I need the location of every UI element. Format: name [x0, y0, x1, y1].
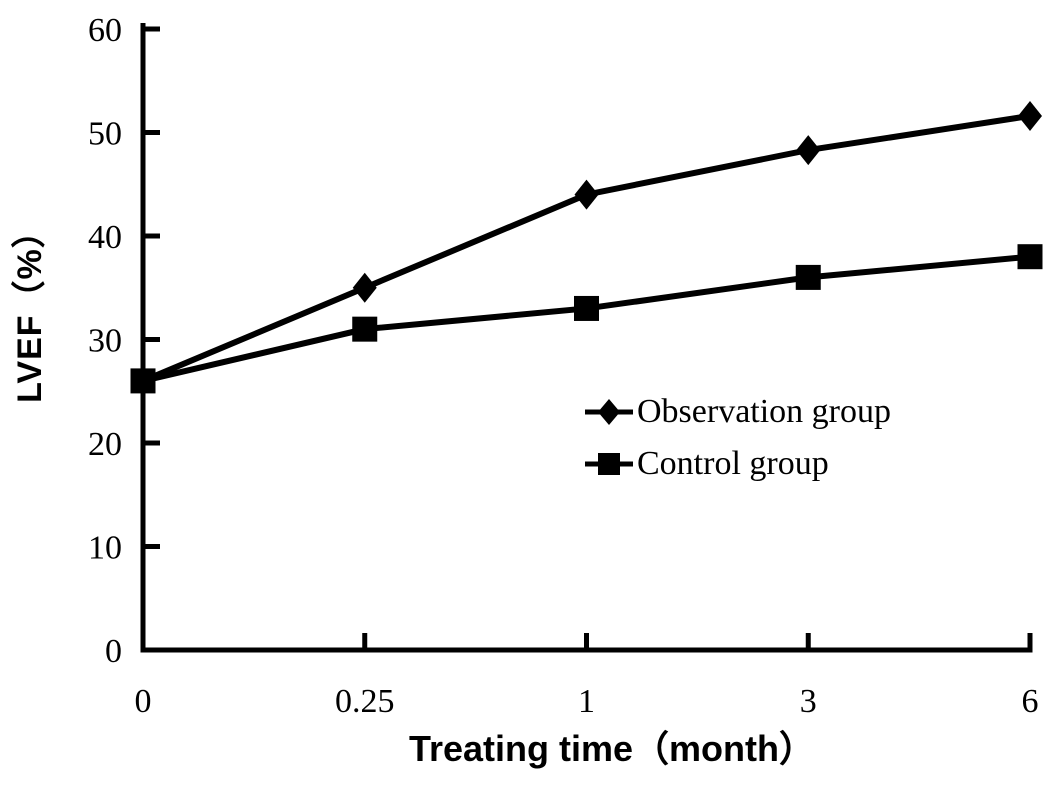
diamond-marker-icon [585, 399, 633, 425]
y-axis-title: LVEF（%） [11, 213, 49, 403]
legend: Observation group Control group [584, 390, 891, 486]
x-tick-label: 0 [135, 683, 152, 720]
data-point-square [352, 316, 378, 342]
data-point-diamond [1018, 100, 1042, 131]
y-tick-label: 30 [88, 323, 122, 360]
x-tick-label: 3 [800, 683, 817, 720]
legend-label-observation-group: Observation group [637, 393, 892, 430]
y-tick-label: 40 [88, 219, 122, 256]
y-tick-label: 0 [105, 633, 122, 670]
y-tick-label: 10 [88, 530, 122, 567]
square-marker-icon [585, 453, 633, 475]
data-point-diamond [574, 179, 599, 210]
data-point-square [795, 264, 821, 290]
x-tick-label: 6 [1022, 683, 1039, 720]
x-axis-title: Treating time（month） [408, 728, 816, 769]
data-point-square [1017, 244, 1043, 270]
data-point-diamond [796, 135, 821, 166]
x-tick-label: 0.25 [335, 683, 395, 720]
data-point-square [574, 295, 599, 321]
legend-item-control-group: Control group [584, 442, 891, 486]
series-line-observation-group [141, 112, 1031, 384]
data-point-diamond [352, 272, 377, 303]
legend-label-control-group: Control group [637, 445, 829, 482]
legend-item-observation-group: Observation group [584, 390, 891, 434]
y-tick-label: 50 [88, 116, 122, 153]
y-tick-label: 20 [88, 426, 122, 463]
x-tick-label: 1 [578, 683, 595, 720]
y-tick-label: 60 [88, 12, 122, 49]
data-point-square [130, 368, 156, 394]
